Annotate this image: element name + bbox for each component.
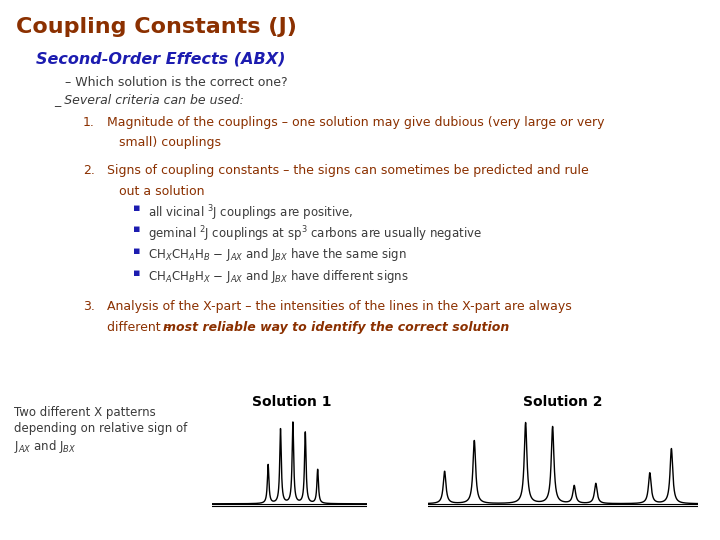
Text: out a solution: out a solution <box>119 185 204 198</box>
Text: _ Several criteria can be used:: _ Several criteria can be used: <box>54 93 244 106</box>
Text: ▪: ▪ <box>133 225 140 234</box>
Text: 1.: 1. <box>83 116 94 129</box>
Text: ▪: ▪ <box>133 268 140 278</box>
Text: Coupling Constants (J): Coupling Constants (J) <box>16 17 297 37</box>
Text: Analysis of the X-part – the intensities of the lines in the X-part are always: Analysis of the X-part – the intensities… <box>107 300 571 313</box>
Text: ▪: ▪ <box>133 203 140 213</box>
Text: CH$_A$CH$_B$H$_X$ $-$ J$_{AX}$ and J$_{BX}$ have different signs: CH$_A$CH$_B$H$_X$ $-$ J$_{AX}$ and J$_{B… <box>148 268 408 285</box>
Text: depending on relative sign of: depending on relative sign of <box>14 422 188 435</box>
Text: – Which solution is the correct one?: – Which solution is the correct one? <box>65 76 287 89</box>
Text: Magnitude of the couplings – one solution may give dubious (very large or very: Magnitude of the couplings – one solutio… <box>107 116 604 129</box>
Text: ▪: ▪ <box>133 246 140 256</box>
Text: small) couplings: small) couplings <box>119 136 221 149</box>
Text: J$_{AX}$ and J$_{BX}$: J$_{AX}$ and J$_{BX}$ <box>14 438 77 455</box>
Text: all vicinal $^3$J couplings are positive,: all vicinal $^3$J couplings are positive… <box>148 203 353 222</box>
Text: Two different X patterns: Two different X patterns <box>14 406 156 419</box>
Text: CH$_X$CH$_A$H$_B$ $-$ J$_{AX}$ and J$_{BX}$ have the same sign: CH$_X$CH$_A$H$_B$ $-$ J$_{AX}$ and J$_{B… <box>148 246 407 263</box>
Text: 2.: 2. <box>83 164 94 177</box>
Text: most reliable way to identify the correct solution: most reliable way to identify the correc… <box>163 321 510 334</box>
Text: geminal $^2$J couplings at sp$^3$ carbons are usually negative: geminal $^2$J couplings at sp$^3$ carbon… <box>148 225 482 244</box>
Text: different –: different – <box>107 321 174 334</box>
Text: Solution 2: Solution 2 <box>523 395 603 409</box>
Text: Signs of coupling constants – the signs can sometimes be predicted and rule: Signs of coupling constants – the signs … <box>107 164 588 177</box>
Text: Solution 1: Solution 1 <box>252 395 331 409</box>
Text: 3.: 3. <box>83 300 94 313</box>
Text: Second-Order Effects (ABX): Second-Order Effects (ABX) <box>36 51 286 66</box>
